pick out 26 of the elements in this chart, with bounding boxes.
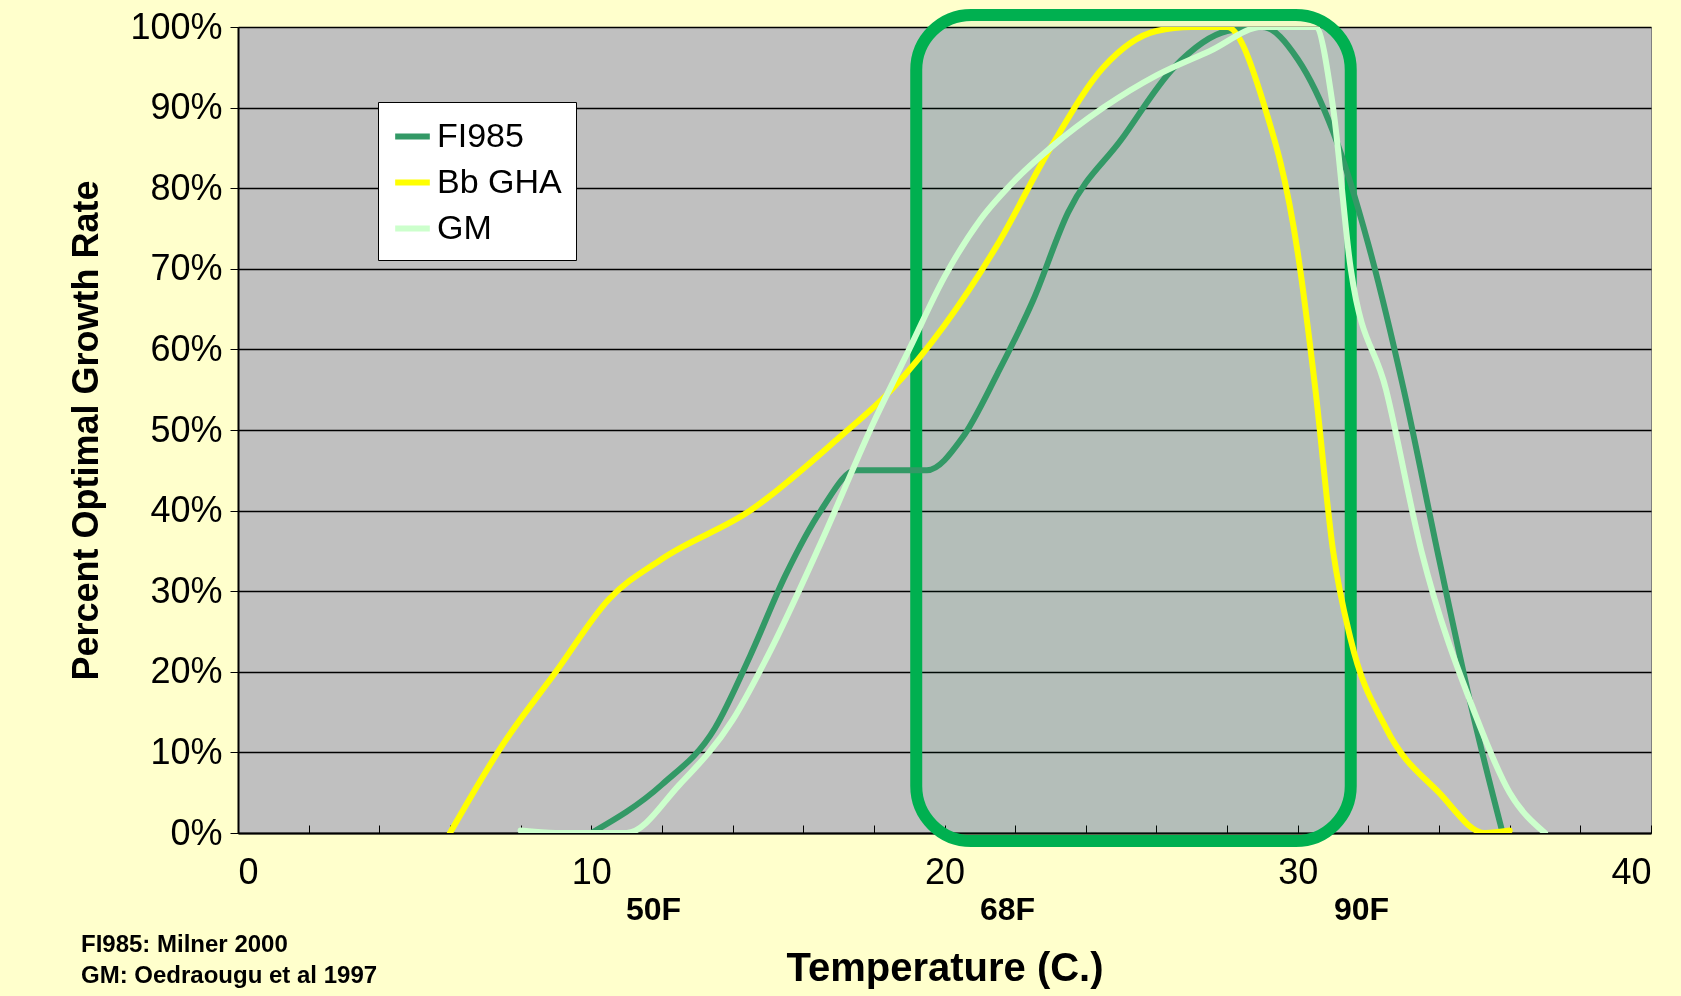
x-axis-title: Temperature (C.) — [786, 944, 1104, 989]
y-tick-label: 60% — [150, 327, 223, 369]
x-tick-label: 30 — [1278, 850, 1319, 892]
legend-label: FI985 — [437, 115, 524, 154]
text: FI985: Milner 2000 — [81, 930, 288, 957]
x-tick-label: 20 — [924, 850, 966, 892]
y-tick-label: 100% — [130, 5, 223, 47]
y-tick-label: 10% — [150, 730, 223, 772]
legend-label: GM — [437, 207, 492, 246]
legend-label: Bb GHA — [437, 161, 563, 200]
text: 50F — [626, 891, 682, 927]
y-tick-label: 50% — [150, 408, 223, 450]
text: 90F — [1334, 891, 1390, 927]
text: 68F — [980, 891, 1036, 927]
y-tick-label: 80% — [150, 166, 223, 208]
y-tick-label: 40% — [150, 489, 223, 531]
y-tick-label: 0% — [170, 811, 223, 853]
y-tick-label: 30% — [150, 569, 223, 611]
text: GM: Oedraougu et al 1997 — [81, 961, 378, 988]
y-tick-label: 90% — [150, 86, 223, 128]
x-tick-label: 10 — [571, 850, 612, 892]
y-tick-label: 20% — [150, 650, 223, 692]
y-tick-label: 70% — [150, 247, 223, 289]
x-tick-label: 0 — [238, 850, 259, 892]
y-axis-title: Percent Optimal Growth Rate — [65, 180, 107, 681]
x-tick-label: 40 — [1611, 850, 1652, 892]
